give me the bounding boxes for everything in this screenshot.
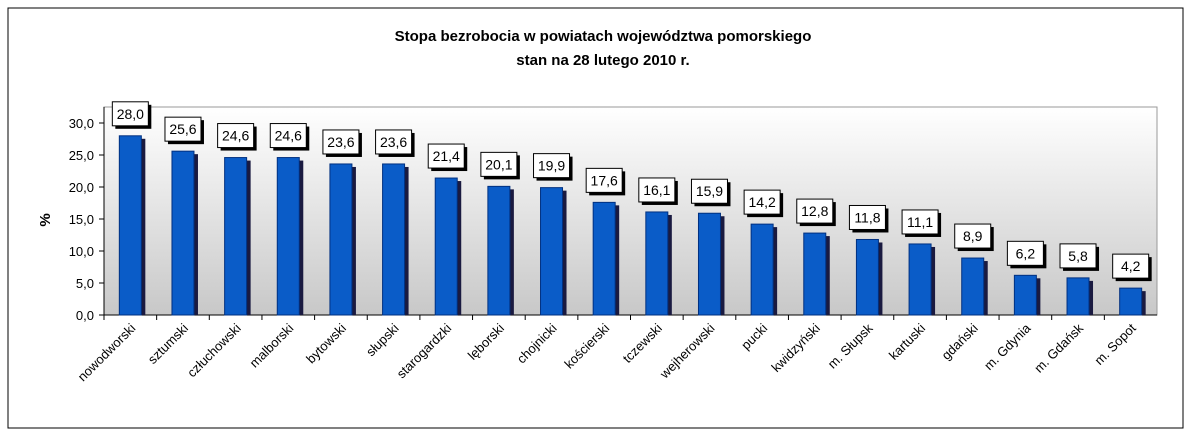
label-box — [1006, 240, 1044, 266]
value-label: 19,9 — [538, 158, 565, 174]
label-box — [1059, 243, 1097, 269]
value-label: 20,1 — [485, 156, 512, 172]
y-tick-label: 25,0 — [69, 148, 94, 163]
value-label: 17,6 — [591, 172, 618, 188]
bar — [1013, 274, 1037, 316]
label-box — [1112, 253, 1150, 279]
label-box — [796, 198, 834, 224]
bar — [908, 243, 932, 316]
value-label: 6,2 — [1016, 245, 1036, 261]
bar — [382, 163, 406, 316]
value-label: 5,8 — [1068, 248, 1088, 264]
label-box — [585, 167, 623, 193]
value-label: 24,6 — [222, 128, 249, 144]
value-label: 8,9 — [963, 228, 983, 244]
y-tick-label: 30,0 — [69, 116, 94, 131]
value-label: 11,8 — [854, 209, 880, 225]
bar — [171, 150, 195, 316]
value-label: 23,6 — [327, 134, 354, 150]
label-box — [217, 123, 255, 149]
label-box — [480, 151, 518, 177]
bar — [855, 238, 879, 316]
label-box — [533, 153, 571, 179]
chart-title: Stopa bezrobocia w powiatach województwa… — [395, 28, 812, 45]
value-label: 15,9 — [696, 183, 723, 199]
chart-subtitle: stan na 28 lutego 2010 r. — [516, 52, 689, 69]
bar — [276, 157, 300, 316]
bar — [540, 187, 564, 316]
label-box — [164, 116, 202, 142]
bar — [803, 232, 827, 316]
value-label: 14,2 — [749, 194, 776, 210]
label-box — [427, 143, 465, 169]
bar — [1066, 277, 1090, 316]
label-box — [954, 223, 992, 249]
y-tick-label: 10,0 — [69, 244, 94, 259]
y-tick-label: 5,0 — [76, 276, 94, 291]
bar — [487, 185, 511, 316]
label-box — [269, 123, 307, 149]
label-box — [901, 209, 939, 235]
value-label: 23,6 — [380, 134, 407, 150]
y-tick-label: 20,0 — [69, 180, 94, 195]
label-box — [375, 129, 413, 155]
bar — [224, 157, 248, 316]
bar — [697, 212, 721, 316]
bar — [592, 201, 616, 316]
label-box — [111, 101, 149, 127]
value-label: 12,8 — [801, 203, 828, 219]
bar — [118, 135, 142, 316]
value-label: 25,6 — [169, 121, 196, 137]
label-box — [743, 189, 781, 215]
label-box — [322, 129, 360, 155]
value-label: 24,6 — [275, 128, 302, 144]
value-label: 16,1 — [643, 182, 670, 198]
bar — [750, 223, 774, 316]
label-box — [690, 178, 728, 204]
bar — [645, 211, 669, 316]
value-label: 21,4 — [433, 148, 460, 164]
value-label: 28,0 — [117, 106, 144, 122]
value-label: 4,2 — [1121, 258, 1141, 274]
value-label: 11,1 — [907, 214, 933, 230]
y-tick-label: 15,0 — [69, 212, 94, 227]
bar — [961, 257, 985, 316]
label-box — [638, 177, 676, 203]
y-axis-label: % — [37, 213, 54, 226]
bar — [329, 163, 353, 316]
y-tick-label: 0,0 — [76, 308, 94, 323]
label-box — [848, 204, 886, 230]
bar — [434, 177, 458, 316]
plot-area — [103, 106, 1158, 316]
bar — [1119, 287, 1143, 316]
